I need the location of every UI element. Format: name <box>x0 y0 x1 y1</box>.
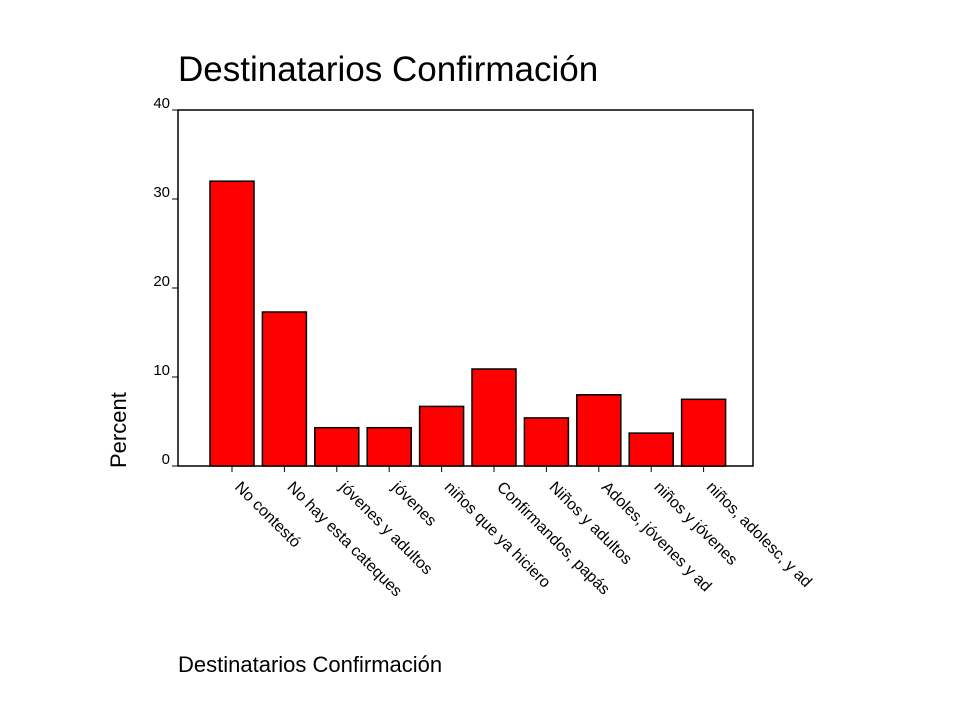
x-axis-label: Destinatarios Confirmación <box>178 652 442 677</box>
bar <box>314 426 360 467</box>
y-tick-label: 10 <box>153 362 170 379</box>
bar <box>418 405 465 467</box>
bars-layer <box>209 180 727 467</box>
bar <box>523 417 570 467</box>
y-tick-label: 30 <box>153 184 170 201</box>
chart-title: Destinatarios Confirmación <box>178 50 598 89</box>
y-tick-label: 0 <box>162 451 170 468</box>
x-tick-label: jóvenes <box>388 478 440 530</box>
x-tick-label: niños que ya hiciero <box>441 479 554 592</box>
bar <box>366 426 412 467</box>
y-tick-label: 20 <box>153 273 170 290</box>
bar <box>576 394 622 467</box>
bar <box>471 368 517 467</box>
bar <box>628 432 674 467</box>
bar <box>209 180 255 467</box>
bar <box>261 311 308 467</box>
y-tick-label: 40 <box>153 95 170 112</box>
x-tick-label: jóvenes y adultos <box>335 478 435 578</box>
y-axis: 0 10 20 30 40 <box>153 95 178 468</box>
y-axis-label: Percent <box>106 392 131 468</box>
bar <box>680 398 727 467</box>
